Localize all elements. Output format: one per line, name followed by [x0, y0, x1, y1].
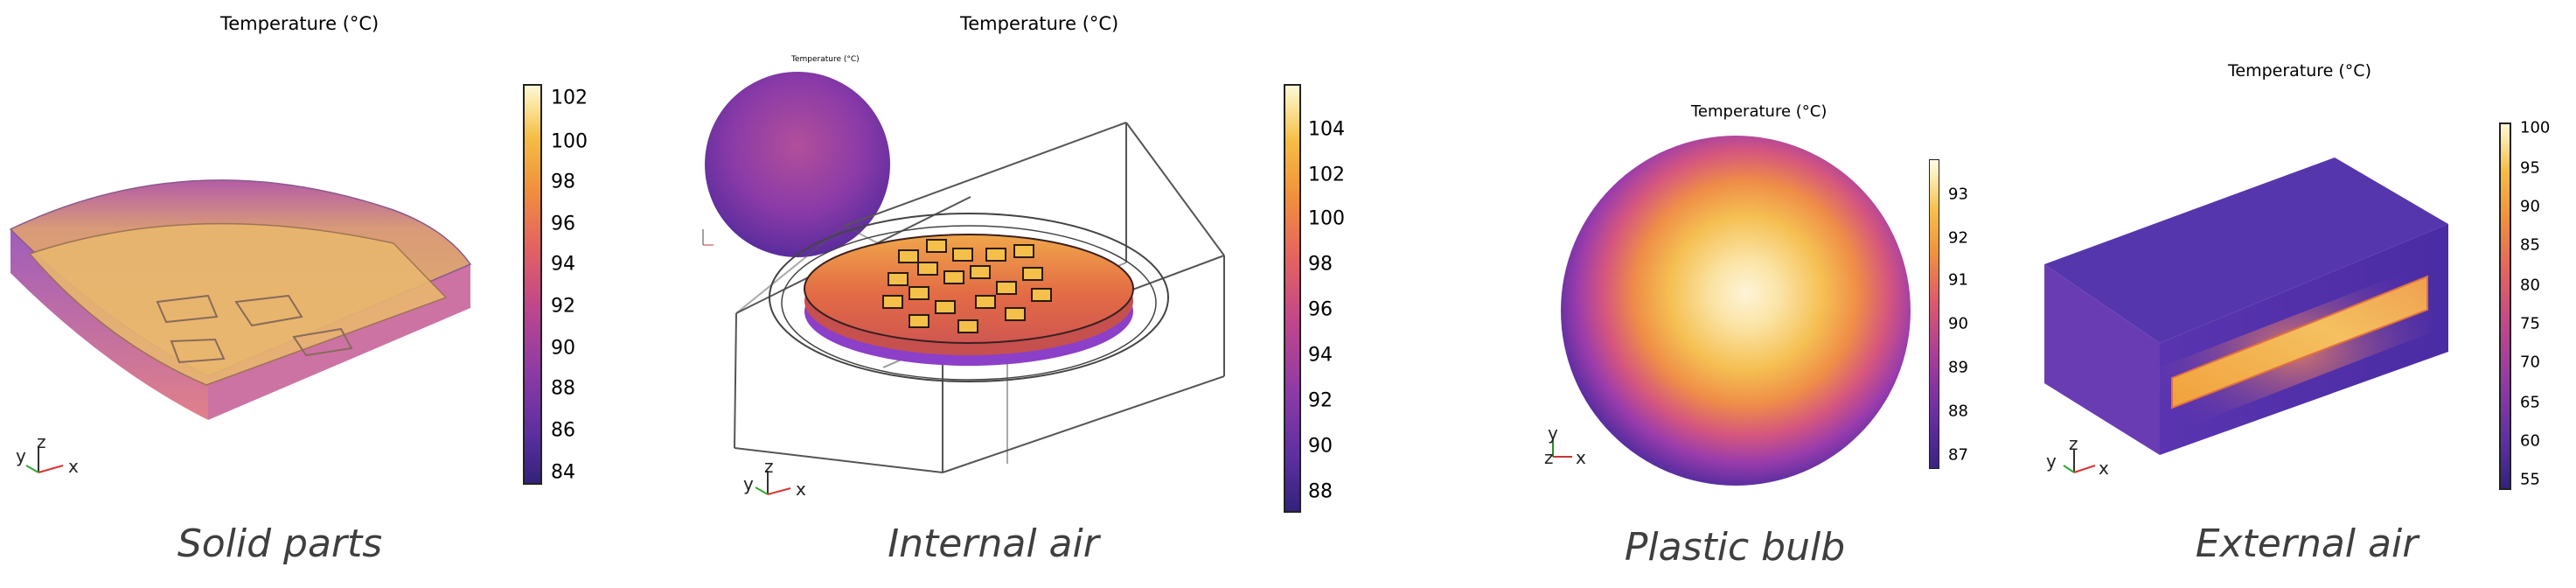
tick-label: 90: [1308, 435, 1333, 458]
panel-caption: Internal air: [888, 522, 1099, 566]
axis-triad: y z x: [1544, 423, 1586, 468]
tick-label: 100: [2520, 118, 2551, 137]
axis-x-label: x: [68, 456, 79, 477]
panel-internal-air: Temperature (°C) Temperature (°C): [647, 0, 1347, 588]
axis-x-label: x: [1576, 447, 1586, 468]
tick-label: 92: [551, 295, 575, 318]
colorbar: [1284, 84, 1301, 513]
tick-label: 95: [2520, 158, 2540, 178]
solid-parts-model: y z x: [9, 179, 472, 477]
panel-solid-parts: Temperature (°C): [0, 0, 647, 588]
panel-external-air: Temperature (°C): [2011, 0, 2576, 588]
colorbar: [1929, 159, 1939, 469]
plot-title: Temperature (°C): [2228, 61, 2371, 80]
tick-label: 92: [1948, 228, 1968, 248]
external-air-model: y z x: [2044, 158, 2448, 479]
colorbar: [2499, 122, 2511, 490]
panel-caption: External air: [2195, 522, 2419, 566]
tick-label: 96: [551, 213, 575, 235]
tick-label: 102: [551, 87, 588, 109]
panel-caption: Plastic bulb: [1624, 525, 1846, 570]
tick-label: 88: [551, 377, 575, 400]
tick-label: 93: [1948, 185, 1968, 204]
colorbar: [523, 84, 542, 485]
bulb-temperature-field: [1561, 136, 1911, 486]
tick-label: 88: [1308, 480, 1333, 503]
axis-y-label: y: [1548, 423, 1558, 444]
tick-label: 85: [2520, 235, 2540, 255]
axis-y-label: y: [2046, 451, 2057, 472]
tick-label: 100: [551, 130, 588, 153]
panel-plastic-bulb: Temperature (°C) y z x 93 92 91 90: [1347, 0, 2011, 588]
plastic-bulb-model: y z x: [1544, 136, 1911, 486]
tick-label: 91: [1948, 270, 1968, 290]
tick-label: 55: [2520, 470, 2540, 489]
tick-label: 102: [1308, 164, 1345, 186]
inset-sphere: [705, 72, 890, 257]
tick-label: 92: [1308, 389, 1333, 412]
tick-label: 87: [1948, 445, 1968, 465]
plot-title: Temperature (°C): [1691, 102, 1828, 121]
axis-z-label: z: [37, 431, 46, 452]
tick-label: 98: [551, 171, 575, 193]
panel-caption: Solid parts: [177, 522, 383, 566]
axis-y-label: y: [16, 445, 26, 466]
inset-title: Temperature (°C): [790, 55, 860, 64]
axis-x-label: x: [2099, 458, 2109, 479]
tick-label: 94: [1308, 344, 1333, 367]
tick-label: 86: [551, 419, 575, 442]
axis-triad: y z x: [743, 456, 806, 500]
tick-label: 80: [2520, 276, 2540, 295]
axis-y-label: y: [743, 473, 754, 494]
internal-air-model: Temperature (°C): [702, 55, 1225, 500]
plot-title: Temperature (°C): [960, 13, 1119, 34]
tick-label: 94: [551, 253, 575, 276]
tick-label: 100: [1308, 207, 1345, 230]
axis-triad: y z x: [16, 431, 79, 477]
tick-label: 98: [1308, 253, 1333, 276]
tick-label: 88: [1948, 402, 1968, 421]
axis-triad: y z x: [2046, 433, 2109, 479]
axis-x-label: x: [796, 479, 806, 500]
tick-label: 65: [2520, 393, 2540, 412]
tick-label: 60: [2520, 431, 2540, 451]
tick-label: 89: [1948, 358, 1968, 377]
tick-label: 75: [2520, 314, 2540, 333]
tick-label: 84: [551, 461, 575, 484]
tick-label: 90: [1948, 314, 1968, 333]
plot-title: Temperature (°C): [220, 13, 379, 34]
tick-label: 90: [551, 337, 575, 360]
axis-z-label: z: [1544, 447, 1554, 468]
tick-label: 104: [1308, 118, 1345, 141]
tick-label: 90: [2520, 197, 2540, 216]
axis-z-label: z: [2069, 433, 2078, 454]
tick-label: 70: [2520, 353, 2540, 372]
tick-label: 96: [1308, 298, 1333, 321]
axis-z-label: z: [764, 456, 774, 477]
